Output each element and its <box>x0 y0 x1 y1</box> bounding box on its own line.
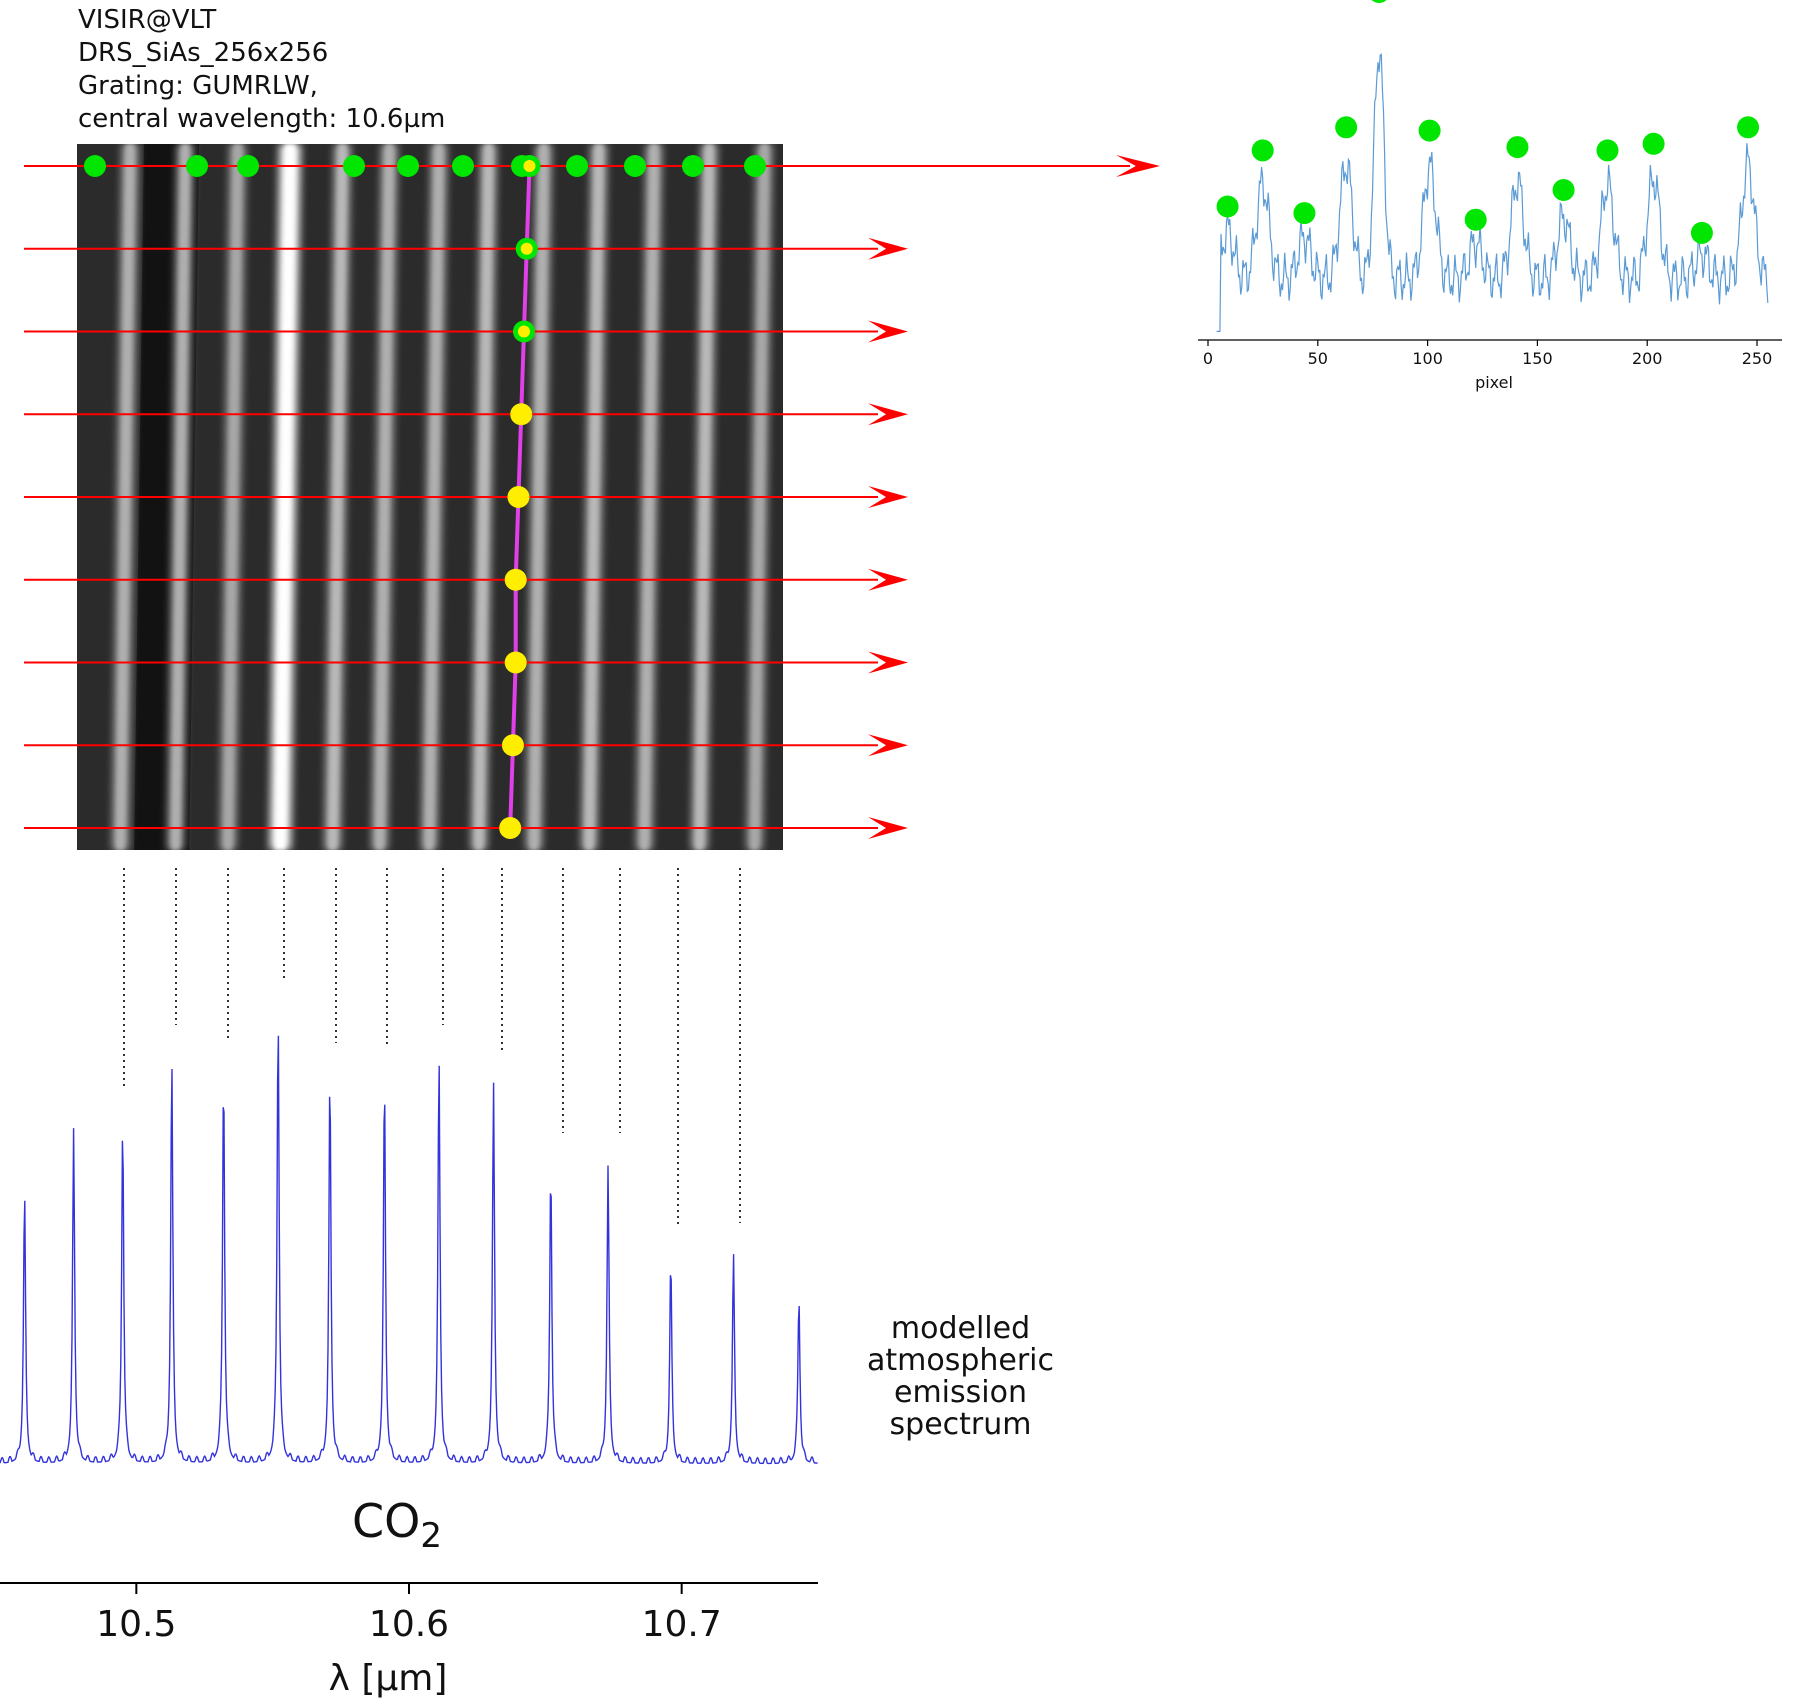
profile-peak-marker <box>1418 119 1441 142</box>
detected-line-point <box>452 155 474 177</box>
traced-point <box>499 817 522 839</box>
detected-line-point <box>343 155 365 177</box>
detected-line-point <box>744 155 766 177</box>
model-label-line-2: atmospheric <box>866 1343 1055 1378</box>
profile-x-tick-label: 50 <box>1308 349 1328 368</box>
row-arrow-head <box>868 486 908 508</box>
molecule-label: CO2 <box>352 1494 442 1556</box>
profile-x-tick-label: 250 <box>1742 349 1773 368</box>
row-arrow-head <box>868 734 908 757</box>
profile-peak-marker <box>1552 179 1575 201</box>
traced-point <box>507 486 530 508</box>
detected-line-point <box>566 155 588 177</box>
traced-point <box>510 403 533 426</box>
instrument-name: VISIR@VLT <box>78 5 217 35</box>
row-profile-chart: 0 50 100 150 200 250 pixel <box>1198 0 1782 392</box>
profile-peak-marker <box>1642 132 1665 155</box>
row-arrow-head <box>868 403 908 426</box>
line-trace <box>84 155 766 839</box>
profile-x-label: pixel <box>1475 373 1513 392</box>
traced-point <box>501 734 524 757</box>
central-wavelength: central wavelength: 10.6µm <box>78 104 446 134</box>
profile-peak-marker <box>1335 116 1358 139</box>
profile-peak-marker <box>1371 0 1387 3</box>
model-label: modelled atmospheric emission spectrum <box>838 1313 1083 1441</box>
profile-x-tick-label: 0 <box>1203 349 1213 368</box>
spectrum-x-tick-label: 10.6 <box>369 1604 449 1645</box>
detected-line-point <box>624 155 646 177</box>
profile-x-tick-label: 100 <box>1412 349 1443 368</box>
spectrum-x-tick-label: 10.5 <box>96 1604 176 1645</box>
model-label-line-4: spectrum <box>889 1407 1032 1442</box>
profile-x-tick-label: 150 <box>1522 349 1553 368</box>
profile-peak-marker <box>1596 139 1619 162</box>
grating-name: Grating: GUMRLW, <box>78 71 318 101</box>
row-arrow-head <box>1116 155 1160 177</box>
model-label-line-3: emission <box>894 1375 1027 1410</box>
profile-x-tick-label: 200 <box>1632 349 1663 368</box>
row-arrow-head <box>868 237 908 260</box>
traced-point-center <box>517 325 530 338</box>
traced-point-center <box>520 242 533 255</box>
detected-line-point <box>397 155 419 177</box>
detector-name: DRS_SiAs_256x256 <box>78 38 329 68</box>
profile-peak-marker <box>1737 116 1760 139</box>
model-label-line-1: modelled <box>890 1311 1031 1346</box>
spectrum-x-label: λ [µm] <box>329 1658 448 1699</box>
profile-peak-marker <box>1216 195 1239 218</box>
spectrum-x-tick-label: 10.7 <box>642 1604 722 1645</box>
row-arrows <box>24 155 1160 839</box>
matching-guides <box>123 868 741 1228</box>
molecule-main: CO <box>352 1494 420 1548</box>
traced-point <box>504 568 527 591</box>
detected-line-point <box>186 155 208 177</box>
traced-point <box>504 651 527 674</box>
instrument-header: VISIR@VLT DRS_SiAs_256x256 Grating: GUMR… <box>78 4 445 136</box>
detected-line-point <box>682 155 704 177</box>
profile-peak-marker <box>1464 208 1487 231</box>
spectrum-curve <box>0 1035 818 1465</box>
emission-spectrum-chart: 10.5 10.6 10.7 λ [µm] <box>0 1035 818 1699</box>
row-arrow-head <box>868 651 908 674</box>
detected-line-point <box>237 155 259 177</box>
detected-line-point <box>84 155 106 177</box>
molecule-subscript: 2 <box>420 1516 442 1556</box>
row-arrow-head <box>868 568 908 591</box>
profile-peak-marker <box>1293 202 1316 225</box>
profile-peak-marker <box>1506 136 1529 159</box>
row-arrow-head <box>868 320 908 343</box>
profile-peak-marker <box>1690 221 1713 244</box>
row-arrow-head <box>868 817 908 839</box>
profile-peak-marker <box>1251 139 1274 162</box>
traced-point-center <box>523 160 536 172</box>
profile-curve <box>1216 53 1769 332</box>
